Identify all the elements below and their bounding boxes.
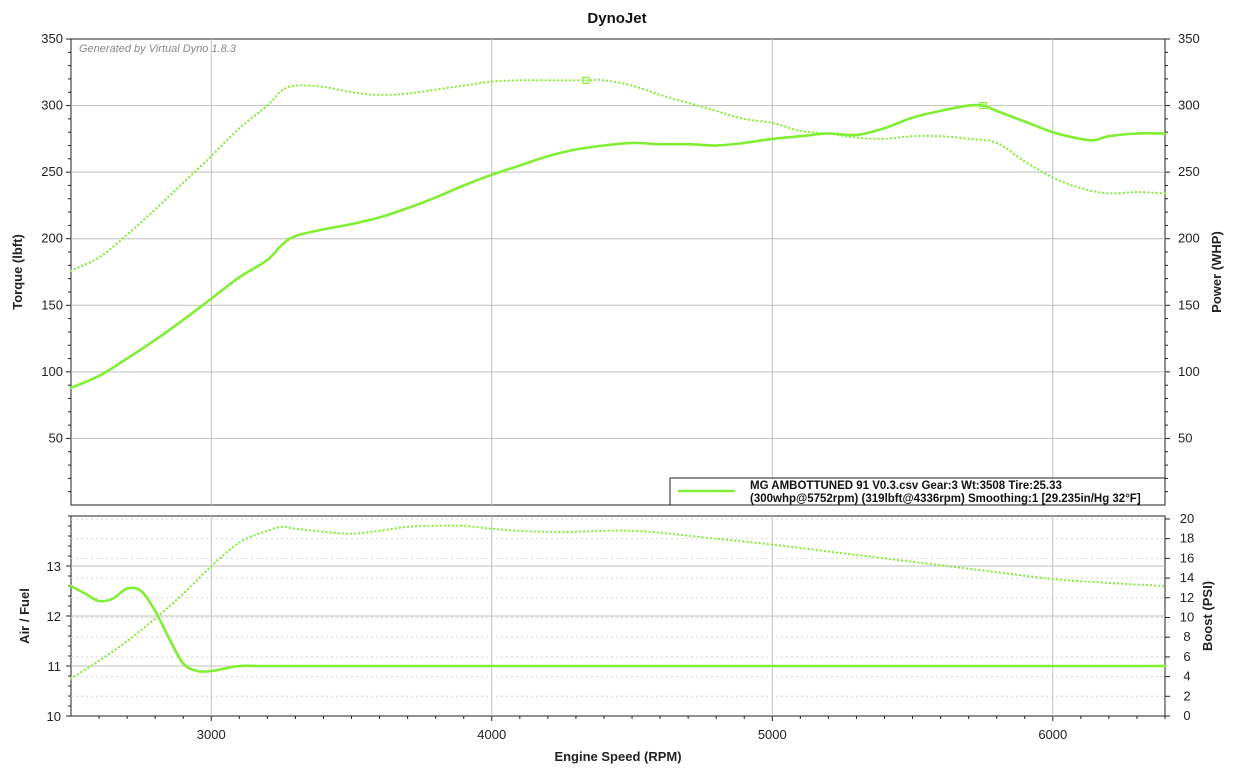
afr-axis-ticks: 10 11 12 13 [47, 515, 71, 724]
torque-line [69, 78, 1167, 272]
boost-tick-label: 6 [1183, 649, 1190, 664]
power-axis-label: Power (WHP) [1209, 231, 1224, 313]
boost-tick-label: 0 [1183, 708, 1190, 723]
boost-tick-label: 10 [1180, 609, 1194, 624]
afr-axis-label: Air / Fuel [17, 588, 32, 644]
torque-tick-label: 250 [41, 164, 63, 179]
afr-tick-label: 10 [47, 709, 61, 724]
rpm-tick-label: 5000 [758, 727, 787, 742]
rpm-tick-label: 3000 [197, 727, 226, 742]
power-tick-label: 250 [1178, 164, 1200, 179]
rpm-tick-label: 6000 [1038, 727, 1067, 742]
legend-box: MG AMBOTTUNED 91 V0.3.csv Gear:3 Wt:3508… [669, 477, 1166, 506]
power-line [69, 103, 1167, 390]
afr-boost-panel: 10 11 12 13 0 2 4 6 8 10 12 14 16 18 20 3000 4000 5000 6… [17, 511, 1215, 742]
boost-tick-label: 18 [1180, 531, 1194, 546]
power-tick-label: 150 [1178, 297, 1200, 312]
legend-line-1: MG AMBOTTUNED 91 V0.3.csv Gear:3 Wt:3508… [750, 480, 1062, 492]
torque-axis-ticks: 50 100 150 200 250 300 350 [41, 31, 71, 493]
torque-tick-label: 150 [41, 297, 63, 312]
top-series [69, 76, 1167, 390]
torque-tick-label: 300 [41, 98, 63, 113]
afr-tick-label: 12 [47, 609, 61, 624]
torque-tick-label: 350 [41, 31, 63, 46]
torque-power-panel: 50 100 150 200 250 300 350 50 100 150 200 250 300 35… [10, 31, 1224, 506]
power-tick-label: 300 [1178, 98, 1200, 113]
boost-line [69, 524, 1167, 680]
afr-tick-label: 11 [48, 659, 62, 674]
rpm-axis-ticks: 3000 4000 5000 6000 [98, 716, 1166, 742]
boost-tick-label: 4 [1183, 669, 1190, 684]
power-tick-label: 50 [1178, 430, 1192, 445]
torque-axis-label: Torque (lbft) [10, 234, 25, 310]
boost-tick-label: 14 [1180, 570, 1194, 585]
power-peak-marker [979, 101, 987, 110]
power-tick-label: 100 [1178, 364, 1200, 379]
torque-peak-marker [582, 76, 590, 84]
power-tick-label: 350 [1178, 31, 1200, 46]
boost-tick-label: 12 [1180, 590, 1194, 605]
torque-tick-label: 50 [49, 430, 63, 445]
rpm-tick-label: 4000 [477, 727, 506, 742]
torque-tick-label: 100 [41, 364, 63, 379]
boost-axis-label: Boost (PSI) [1200, 581, 1215, 651]
boost-tick-label: 8 [1183, 629, 1190, 644]
chart-title: DynoJet [587, 10, 646, 27]
watermark-text: Generated by Virtual Dyno 1.8.3 [79, 43, 237, 55]
legend-line-2: (300whp@5752rpm) (319lbft@4336rpm) Smoot… [750, 493, 1141, 505]
bottom-grid [71, 516, 1165, 716]
boost-tick-label: 16 [1180, 550, 1194, 565]
boost-tick-label: 2 [1183, 688, 1190, 703]
air-fuel-line [69, 584, 1167, 673]
afr-tick-label: 13 [47, 559, 61, 574]
boost-axis-ticks: 0 2 4 6 8 10 12 14 16 18 20 [1165, 511, 1194, 723]
bottom-series [69, 524, 1167, 680]
torque-tick-label: 200 [41, 231, 63, 246]
power-axis-ticks: 50 100 150 200 250 300 350 [1165, 31, 1200, 493]
top-plot-frame [70, 38, 1166, 506]
rpm-axis-label: Engine Speed (RPM) [554, 749, 681, 764]
power-tick-label: 200 [1178, 231, 1200, 246]
legend-frame [669, 477, 1166, 506]
boost-tick-label: 20 [1180, 511, 1194, 526]
